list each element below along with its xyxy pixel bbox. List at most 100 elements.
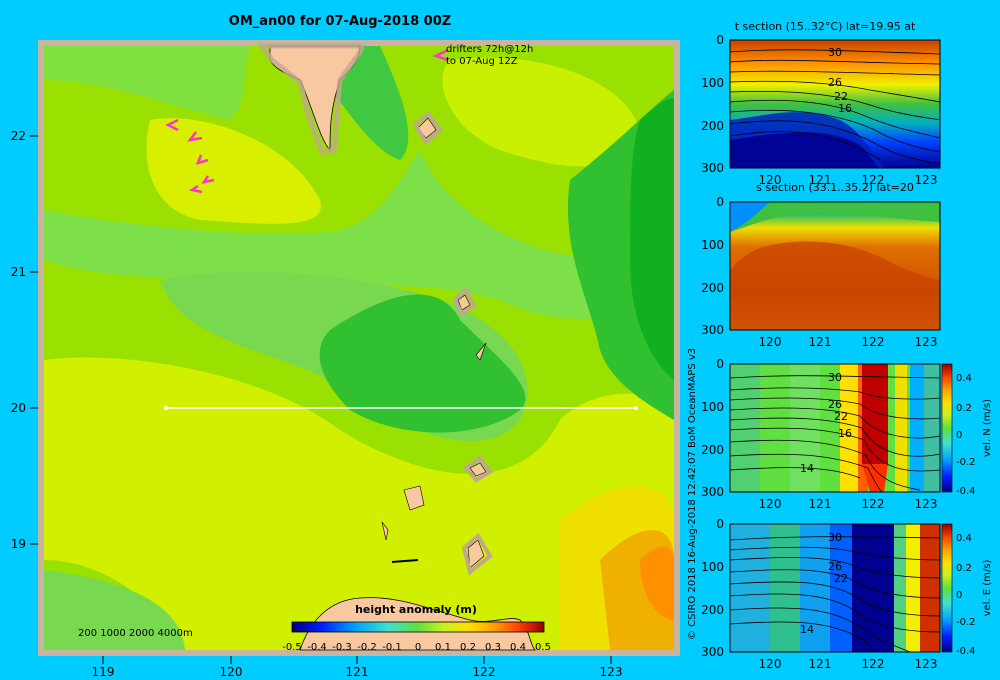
svg-text:22: 22: [834, 572, 848, 585]
svg-text:-0.4: -0.4: [956, 646, 976, 657]
panel-x-ticks: 120 121 122 123 120 121 122 123 120 121 …: [759, 173, 938, 671]
svg-text:121: 121: [809, 173, 832, 187]
svg-text:100: 100: [701, 76, 724, 90]
panel-temperature: t section (15..32°C) lat=19.95 at 30 26 …: [729, 20, 941, 169]
svg-text:30: 30: [828, 531, 842, 544]
colorbar-tick: 0: [415, 642, 421, 653]
svg-text:123: 123: [915, 497, 938, 511]
svg-text:-0.2: -0.2: [956, 617, 976, 628]
svg-text:0: 0: [716, 195, 724, 209]
colorbar-tick: 0.3: [485, 642, 501, 653]
anomaly-high-south: [44, 357, 674, 650]
svg-text:200: 200: [701, 603, 724, 617]
panel-vel-e: 30 26 22 14: [729, 523, 953, 653]
vel-e-label: vel. E (m/s): [982, 559, 993, 616]
svg-text:122: 122: [862, 173, 885, 187]
map-x-tick: 121: [346, 665, 369, 679]
svg-text:123: 123: [915, 657, 938, 671]
svg-text:120: 120: [759, 497, 782, 511]
panel-vel-n: 30 26 22 16 14: [729, 363, 953, 493]
svg-text:122: 122: [862, 657, 885, 671]
svg-text:30: 30: [828, 46, 842, 59]
map-x-tick: 122: [473, 665, 496, 679]
svg-text:200: 200: [701, 281, 724, 295]
colorbar-tick: 0.4: [510, 642, 526, 653]
vel-e-colorbar-ticks: 0.4 0.2 0 -0.2 -0.4: [956, 533, 976, 657]
svg-text:14: 14: [800, 623, 814, 636]
map-y-tick: 20: [11, 401, 26, 415]
svg-text:22: 22: [834, 410, 848, 423]
svg-text:26: 26: [828, 76, 842, 89]
colorbar: [291, 621, 545, 633]
svg-text:0.4: 0.4: [956, 373, 972, 384]
svg-text:14: 14: [800, 462, 814, 475]
svg-text:26: 26: [828, 398, 842, 411]
svg-text:200: 200: [701, 119, 724, 133]
colorbar-tick: 0.5: [535, 642, 551, 653]
svg-text:0: 0: [716, 33, 724, 47]
svg-text:120: 120: [759, 657, 782, 671]
contour-labels: 30 26 22 14: [800, 531, 848, 636]
colorbar: [941, 363, 953, 493]
colorbar-tick: -0.3: [332, 642, 352, 653]
panel-y-ticks: 0 100 200 300 0 100 200 300 0 100 200 30…: [701, 33, 724, 659]
svg-text:300: 300: [701, 485, 724, 499]
map-y-tick-labels: 22 21 20 19: [11, 129, 26, 551]
map-x-tick: 120: [220, 665, 243, 679]
map-x-tick: 119: [92, 665, 115, 679]
colorbar-tick: 0.2: [460, 642, 476, 653]
credit-text: © CSIRO 2018 16-Aug-2018 12:42:07 BoM Oc…: [687, 347, 698, 640]
anomaly-low-center: [319, 294, 526, 433]
svg-text:30: 30: [828, 371, 842, 384]
svg-text:200: 200: [701, 443, 724, 457]
svg-text:0: 0: [716, 357, 724, 371]
depth-legend: 200 1000 2000 4000m: [78, 628, 193, 639]
map-y-tick: 21: [11, 265, 26, 279]
svg-text:26: 26: [828, 560, 842, 573]
map-x-tick-labels: 119 120 121 122 123: [92, 665, 623, 679]
colorbar-tick: 0.1: [435, 642, 451, 653]
drifter-caption-1: drifters 72h@12h: [446, 44, 533, 55]
colorbar-ticks: -0.5 -0.4 -0.3 -0.2 -0.1 0 0.1 0.2 0.3 0…: [282, 642, 551, 653]
contour-labels: 30 26 22 16: [828, 46, 852, 115]
vel-n-label: vel. N (m/s): [982, 399, 993, 457]
colorbar-title: height anomaly (m): [355, 603, 477, 616]
colorbar-tick: -0.1: [382, 642, 402, 653]
svg-text:120: 120: [759, 335, 782, 349]
svg-text:122: 122: [862, 335, 885, 349]
svg-text:-0.2: -0.2: [956, 457, 976, 468]
svg-text:100: 100: [701, 400, 724, 414]
svg-text:22: 22: [834, 90, 848, 103]
colorbar-tick: -0.2: [357, 642, 377, 653]
svg-text:300: 300: [701, 323, 724, 337]
svg-text:121: 121: [809, 657, 832, 671]
map-y-tick: 19: [11, 537, 26, 551]
svg-text:123: 123: [915, 335, 938, 349]
vel-n-colorbar-ticks: 0.4 0.2 0 -0.2 -0.4: [956, 373, 976, 497]
svg-text:0: 0: [956, 430, 962, 441]
svg-text:16: 16: [838, 102, 852, 115]
panel-title: s section (33.1..35.2) lat=20: [756, 181, 914, 194]
colorbar-tick: -0.4: [307, 642, 327, 653]
svg-text:0: 0: [956, 590, 962, 601]
svg-text:123: 123: [915, 173, 938, 187]
map-ticks: [30, 135, 612, 664]
colorbar: [941, 523, 953, 653]
svg-text:121: 121: [809, 497, 832, 511]
svg-text:300: 300: [701, 645, 724, 659]
svg-text:100: 100: [701, 560, 724, 574]
map-x-tick: 123: [600, 665, 623, 679]
svg-text:-0.4: -0.4: [956, 486, 976, 497]
anomaly-high-north: [146, 118, 322, 224]
svg-text:0.2: 0.2: [956, 563, 972, 574]
svg-text:0.2: 0.2: [956, 403, 972, 414]
svg-text:300: 300: [701, 161, 724, 175]
svg-text:0.4: 0.4: [956, 533, 972, 544]
svg-text:122: 122: [862, 497, 885, 511]
svg-text:120: 120: [759, 173, 782, 187]
svg-text:16: 16: [838, 427, 852, 440]
map-panel: [38, 40, 680, 656]
contour-labels: 30 26 22 16 14: [800, 371, 852, 475]
drifter-arrows: [165, 48, 449, 194]
